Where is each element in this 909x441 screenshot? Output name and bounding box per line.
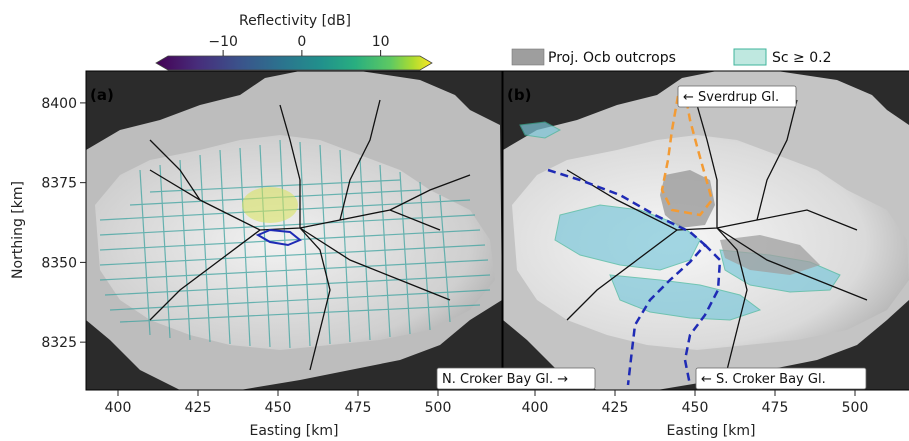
panel-a: (a) 400 425 450 475 500 8400 8375 8350 8325 Eas… (10, 70, 503, 439)
panel-a-ylabel: Northing [km] (10, 181, 26, 279)
colorbar-tick-label: 10 (372, 34, 390, 50)
panel-b-x-ticks: 400 425 450 475 500 (522, 390, 869, 416)
colorbar-tick-label: 0 (297, 34, 306, 50)
panel-a-outline (255, 228, 302, 247)
panel-a-tag: (a) (90, 86, 114, 104)
panel-b-north-croker-outline (547, 168, 707, 386)
panel-b-frame (502, 70, 909, 391)
panel-b-xlabel: Easting [km] (667, 423, 756, 439)
x-tick-label: 425 (602, 400, 629, 416)
panel-a-x-ticks: 400 425 450 475 500 (105, 390, 452, 416)
x-tick-label: 450 (682, 400, 709, 416)
panel-a-flowlines (149, 99, 471, 371)
x-tick-label: 450 (265, 400, 292, 416)
annotation-south-croker-text: ← S. Croker Bay Gl. (701, 372, 826, 387)
colorbar-tick-label: −10 (208, 34, 238, 50)
x-tick-label: 500 (425, 400, 452, 416)
panel-a-y-ticks: 8400 8375 8350 8325 (41, 96, 86, 351)
panel-a-xlabel: Easting [km] (250, 423, 339, 439)
annotation-sverdrup: ← Sverdrup Gl. (677, 85, 797, 108)
colorbar: Reflectivity [dB] −10 0 10 (155, 13, 433, 71)
colorbar-label: Reflectivity [dB] (239, 13, 351, 29)
x-tick-label: 425 (185, 400, 212, 416)
panel-b-flowlines (566, 99, 868, 371)
x-tick-label: 500 (842, 400, 869, 416)
panel-b-sverdrup-outline (660, 95, 714, 217)
colorbar-ticks: −10 0 10 (208, 34, 390, 56)
y-tick-label: 8350 (41, 255, 77, 271)
y-tick-label: 8375 (41, 176, 77, 192)
x-tick-label: 475 (345, 400, 372, 416)
colorbar-bar (155, 55, 433, 71)
panel-b-outcrops-right (720, 235, 820, 275)
legend-label-outcrops: Proj. Ocb outcrops (548, 50, 676, 66)
legend: Proj. Ocb outcrops Sc ≥ 0.2 (511, 48, 831, 66)
x-tick-label: 475 (762, 400, 789, 416)
legend-swatch-sc (733, 48, 767, 66)
panel-b-icecap (512, 135, 909, 350)
legend-swatch-outcrops (511, 48, 545, 66)
annotation-south-croker: ← S. Croker Bay Gl. (695, 367, 867, 390)
x-tick-label: 400 (105, 400, 132, 416)
panel-b: (b) ← Sverdrup Gl. N. Croker Bay Gl. → ←… (436, 70, 909, 439)
annotation-sverdrup-text: ← Sverdrup Gl. (683, 90, 779, 105)
panel-b-tag: (b) (507, 86, 531, 104)
panel-a-high-reflectivity (242, 187, 298, 223)
y-tick-label: 8325 (41, 335, 77, 351)
panel-a-frame (85, 70, 503, 391)
x-tick-label: 400 (522, 400, 549, 416)
annotation-north-croker-text: N. Croker Bay Gl. → (442, 372, 568, 387)
y-tick-label: 8400 (41, 96, 77, 112)
panel-b-south-croker-outline (683, 244, 722, 386)
legend-label-sc: Sc ≥ 0.2 (772, 50, 831, 66)
annotation-north-croker: N. Croker Bay Gl. → (436, 367, 596, 390)
